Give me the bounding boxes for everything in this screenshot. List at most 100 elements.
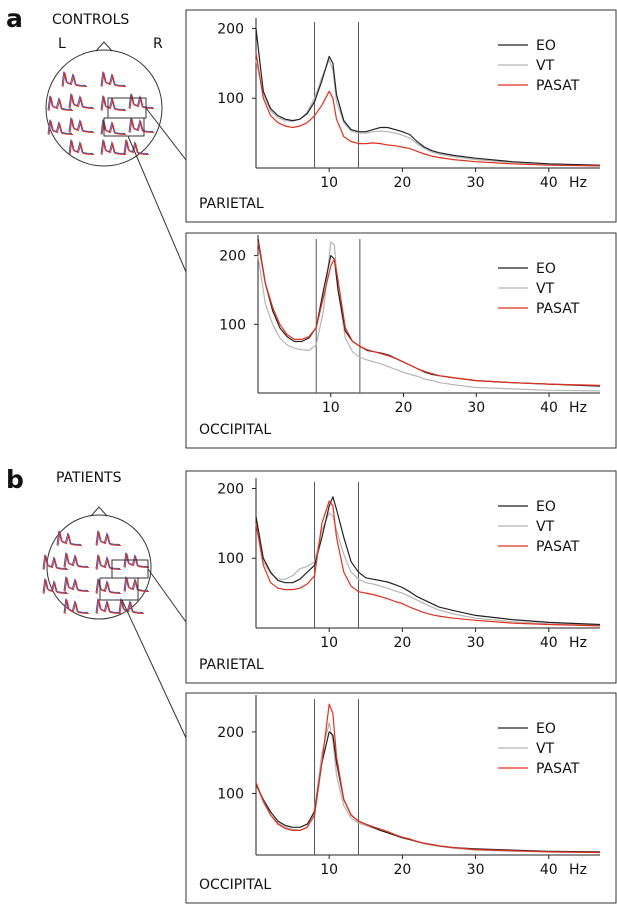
spectrum-chart-controls-parietal: 10 20 30 40 Hz 100 200 PARIETAL EO VT PASAT	[185, 9, 617, 223]
series-line-vt	[255, 512, 601, 626]
region-label: OCCIPITAL	[199, 877, 271, 893]
series-line-eo	[255, 496, 601, 626]
electrode-trace	[69, 94, 95, 110]
left-hemisphere-label: L	[58, 36, 66, 52]
chart-frame	[185, 470, 617, 684]
x-tick-label: 40	[540, 175, 558, 191]
legend-label-vt: VT	[536, 281, 555, 297]
legend-label-vt: VT	[536, 741, 555, 757]
y-tick-label: 200	[217, 725, 244, 741]
electrode-trace	[62, 72, 88, 88]
legend-label-vt: VT	[536, 58, 555, 74]
connector-line	[145, 107, 187, 161]
connector-line	[147, 568, 187, 623]
x-tick-label: 30	[467, 862, 485, 878]
electrode-trace	[43, 579, 69, 595]
electrode-trace	[129, 118, 155, 134]
electrode-trace	[69, 118, 95, 134]
spectrum-chart-patients-occipital: 10 20 30 40 Hz 100 200 OCCIPITAL EO VT PASAT	[185, 692, 617, 904]
electrode-trace	[129, 94, 155, 110]
legend-label-pasat: PASAT	[536, 78, 580, 94]
x-tick-label: 10	[322, 400, 340, 416]
right-hemisphere-label: R	[153, 36, 163, 52]
electrode-trace	[101, 72, 127, 88]
series-line-eo	[255, 28, 601, 166]
legend-label-eo: EO	[536, 38, 556, 54]
legend-label-eo: EO	[536, 261, 556, 277]
y-tick-label: 100	[217, 786, 244, 802]
y-tick-label: 200	[219, 249, 246, 265]
panel-letter-a: a	[6, 4, 23, 33]
y-tick-label: 100	[217, 551, 244, 567]
scalp-outline	[46, 514, 152, 620]
chart-frame	[185, 9, 617, 223]
nose-marker	[95, 41, 113, 52]
x-tick-label: 30	[467, 400, 485, 416]
y-tick-label: 100	[219, 317, 246, 333]
series-line-pasat	[255, 500, 601, 627]
group-label-controls: CONTROLS	[52, 12, 129, 28]
legend-label-eo: EO	[536, 721, 556, 737]
series-line-vt	[257, 241, 601, 392]
series-line-pasat	[255, 703, 601, 854]
region-label: PARIETAL	[199, 657, 264, 673]
electrode-trace	[96, 579, 122, 595]
series-line-vt	[255, 722, 601, 854]
x-tick-label: 10	[320, 635, 338, 651]
electrode-trace	[96, 555, 122, 571]
spectrum-chart-controls-occipital: 10 20 30 40 Hz 100 200 OCCIPITAL EO VT PASAT	[185, 232, 617, 449]
legend-label-eo: EO	[536, 499, 556, 515]
group-label-patients: PATIENTS	[56, 470, 122, 486]
legend-label-pasat: PASAT	[536, 301, 580, 317]
electrode-trace	[64, 599, 90, 615]
electrode-trace	[96, 599, 122, 615]
x-tick-label: 10	[320, 862, 338, 878]
y-tick-label: 100	[217, 91, 244, 107]
electrode-trace	[124, 140, 150, 156]
y-tick-label: 200	[217, 21, 244, 37]
electrode-trace	[64, 577, 90, 593]
electrode-trace	[57, 531, 83, 547]
x-tick-label: 20	[393, 175, 411, 191]
connector-line	[121, 599, 187, 739]
electrode-selection-box	[103, 117, 145, 137]
series-line-pasat	[257, 241, 601, 386]
legend-label-pasat: PASAT	[536, 539, 580, 555]
x-tick-label: 30	[467, 635, 485, 651]
scalp-map	[45, 41, 163, 167]
electrode-trace	[43, 555, 69, 571]
x-tick-label: 20	[393, 635, 411, 651]
electrode-trace	[48, 96, 74, 112]
chart-frame	[185, 692, 617, 904]
x-tick-label: 40	[540, 635, 558, 651]
series-line-pasat	[255, 52, 601, 167]
legend-label-pasat: PASAT	[536, 761, 580, 777]
x-tick-label: 40	[540, 400, 558, 416]
electrode-selection-box	[99, 577, 139, 601]
electrode-trace	[48, 120, 74, 136]
scalp-map	[42, 506, 152, 620]
electrode-trace	[101, 96, 127, 112]
region-label: OCCIPITAL	[199, 422, 271, 438]
connector-line	[127, 135, 187, 273]
electrode-trace	[69, 140, 95, 156]
legend-label-vt: VT	[536, 519, 555, 535]
x-tick-label: 10	[320, 175, 338, 191]
x-tick-label: 40	[540, 862, 558, 878]
x-unit-label: Hz	[569, 400, 587, 416]
electrode-trace	[124, 553, 150, 569]
region-label: PARIETAL	[199, 196, 264, 212]
x-unit-label: Hz	[569, 175, 587, 191]
x-tick-label: 30	[467, 175, 485, 191]
electrode-trace	[96, 531, 122, 547]
spectrum-chart-patients-parietal: 10 20 30 40 Hz 100 200 PARIETAL EO VT PASAT	[185, 470, 617, 684]
x-unit-label: Hz	[569, 635, 587, 651]
panel-letter-b: b	[6, 465, 24, 494]
x-tick-label: 20	[393, 862, 411, 878]
chart-frame	[185, 232, 617, 449]
electrode-trace	[124, 577, 150, 593]
nose-marker	[90, 506, 108, 517]
x-unit-label: Hz	[569, 862, 587, 878]
electrode-trace	[64, 553, 90, 569]
